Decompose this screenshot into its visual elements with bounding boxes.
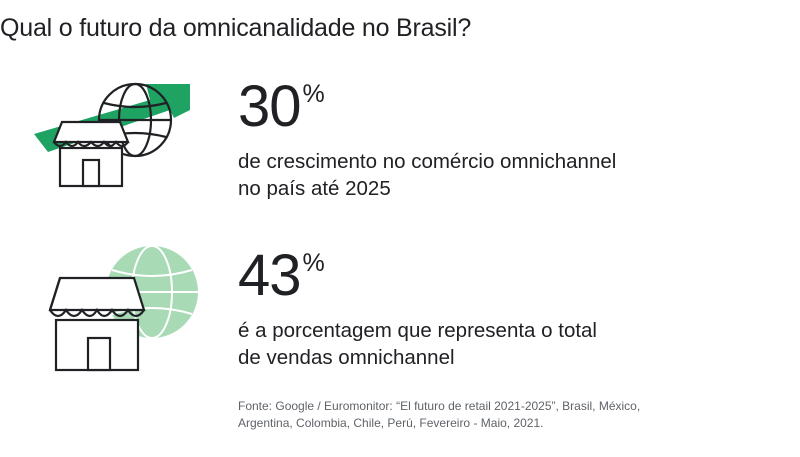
stat-description: de crescimento no comércio omnichannel n…	[238, 148, 616, 202]
big-number: 30	[238, 74, 302, 139]
storefront-icon	[52, 120, 130, 188]
stat-description-line: no país até 2025	[238, 177, 391, 200]
source-line: Argentina, Colombia, Chile, Perú, Fevere…	[238, 416, 544, 430]
stat-description-line: é a porcentagem que representa o total	[238, 319, 597, 342]
globe-icon	[97, 82, 173, 158]
source-line: Fonte: Google / Euromonitor: “El futuro …	[238, 399, 641, 413]
stat-description-line: de crescimento no comércio omnichannel	[238, 150, 617, 173]
stat-share: 43 % é a porcentagem que representa o to…	[238, 247, 597, 371]
store-globe-icon	[48, 245, 198, 372]
stat-value: 30 %	[238, 78, 616, 136]
big-number: 43	[238, 243, 302, 308]
store-growth-globe-icon	[34, 82, 190, 188]
percent-sign: %	[302, 80, 325, 108]
stat-growth: 30 % de crescimento no comércio omnichan…	[238, 78, 616, 202]
page-title: Qual o futuro da omnicanalidade no Brasi…	[0, 14, 472, 42]
stat-value: 43 %	[238, 247, 597, 305]
source-note: Fonte: Google / Euromonitor: “El futuro …	[238, 398, 640, 432]
stat-description: é a porcentagem que representa o total d…	[238, 317, 597, 371]
stat-description-line: de vendas omnichannel	[238, 346, 455, 369]
storefront-icon	[48, 276, 146, 372]
percent-sign: %	[302, 249, 325, 277]
